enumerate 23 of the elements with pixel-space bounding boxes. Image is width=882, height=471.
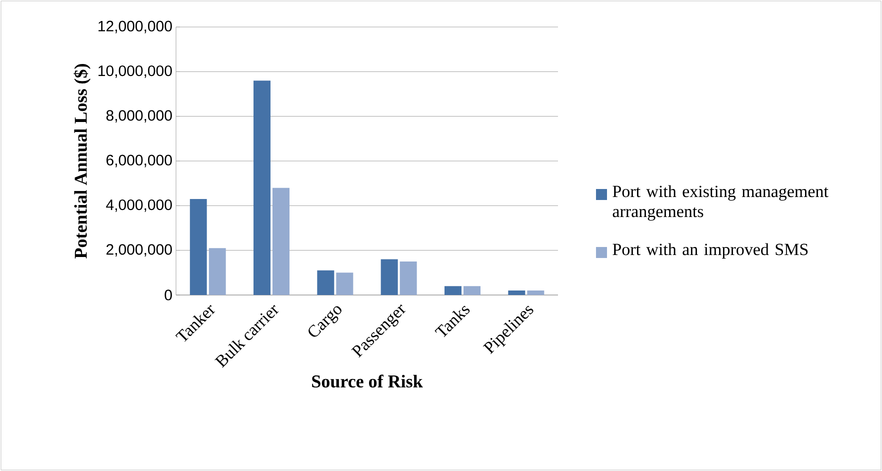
bar — [272, 188, 290, 295]
y-tick-label: 12,000,000 — [98, 20, 172, 34]
legend-label: Port with an improved SMS — [612, 243, 808, 259]
bar — [336, 272, 354, 295]
bar — [527, 290, 544, 295]
bar — [254, 80, 271, 295]
y-tick-label: 8,000,000 — [106, 110, 172, 123]
bar — [317, 270, 334, 295]
y-tick-label: 10,000,000 — [98, 65, 172, 78]
bar — [444, 286, 462, 295]
y-axis-title: Potential Annual Loss ($) — [74, 64, 91, 258]
y-tick-label: 2,000,000 — [106, 244, 172, 257]
y-tick-label: 6,000,000 — [106, 154, 172, 168]
bar — [380, 259, 398, 295]
y-tick-label: 0 — [164, 290, 172, 300]
legend-label: Port with existing management arrangements — [612, 185, 828, 221]
bar — [400, 262, 417, 295]
bar — [190, 198, 207, 295]
x-axis-title: Source of Risk — [312, 374, 423, 388]
bar — [208, 248, 226, 295]
y-tick-label: 4,000,000 — [106, 199, 172, 212]
bar — [464, 286, 481, 295]
bar — [508, 290, 526, 295]
